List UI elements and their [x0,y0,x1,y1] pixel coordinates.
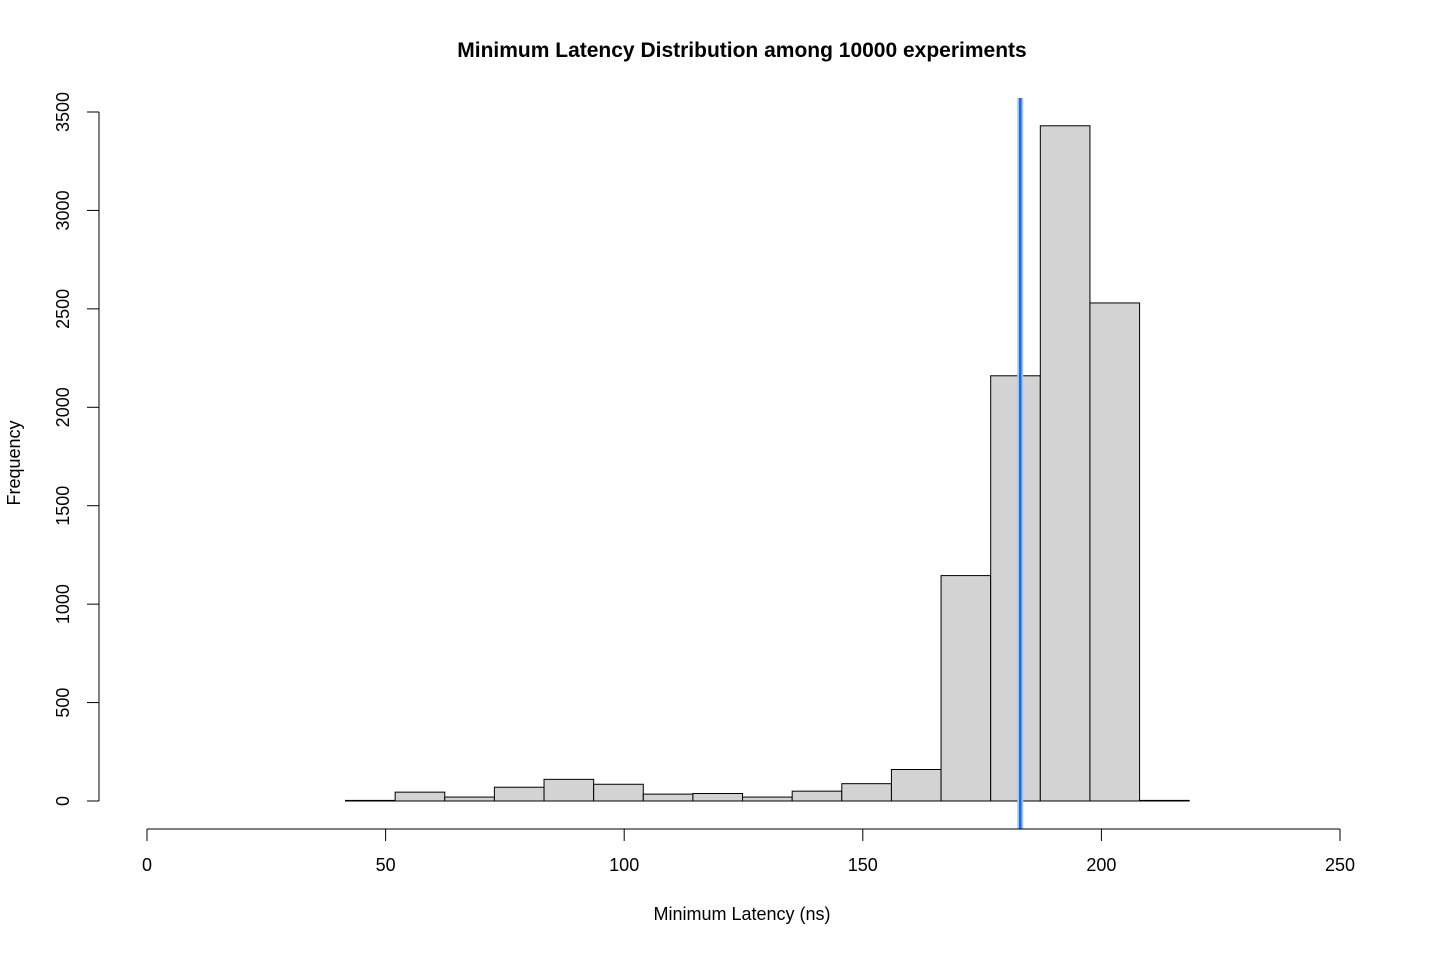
x-tick-label: 50 [376,855,396,875]
x-axis-label: Minimum Latency (ns) [653,904,830,924]
histogram-bar [444,796,495,802]
y-tick-label: 2000 [53,387,73,427]
histogram-bar [890,769,942,802]
histogram-bar [791,790,843,802]
histogram-bar [1139,799,1190,802]
y-axis: 0 500 1000 1500 2000 2500 3000 3500 [53,92,100,806]
y-tick-label: 1000 [53,584,73,624]
histogram-bar [493,786,545,802]
x-tick-label: 200 [1086,855,1116,875]
histogram-bar [990,375,1041,802]
x-tick-label: 150 [848,855,878,875]
x-tick-label: 100 [609,855,639,875]
histogram-bar [593,783,644,802]
x-tick-label: 250 [1325,855,1355,875]
y-tick-label: 500 [53,688,73,718]
histogram-bar [940,575,992,802]
y-tick-label: 3000 [53,190,73,230]
bars-layer [345,125,1190,802]
histogram-bar [394,791,446,802]
x-axis: 0 50 100 150 200 250 [142,828,1355,875]
histogram-bar [1089,302,1141,802]
y-tick-label: 3500 [53,92,73,132]
y-tick-label: 0 [53,796,73,806]
histogram-bar [1039,125,1091,802]
histogram-bar [841,783,892,802]
histogram-bar [742,796,793,802]
histogram-bar [345,799,396,802]
histogram-bar [543,778,595,802]
histogram-bar [692,793,744,802]
chart-title: Minimum Latency Distribution among 10000… [457,39,1026,62]
y-tick-label: 2500 [53,289,73,329]
y-axis-label: Frequency [4,420,24,505]
y-tick-label: 1500 [53,486,73,526]
histogram-bar [642,793,694,802]
x-tick-label: 0 [142,855,152,875]
